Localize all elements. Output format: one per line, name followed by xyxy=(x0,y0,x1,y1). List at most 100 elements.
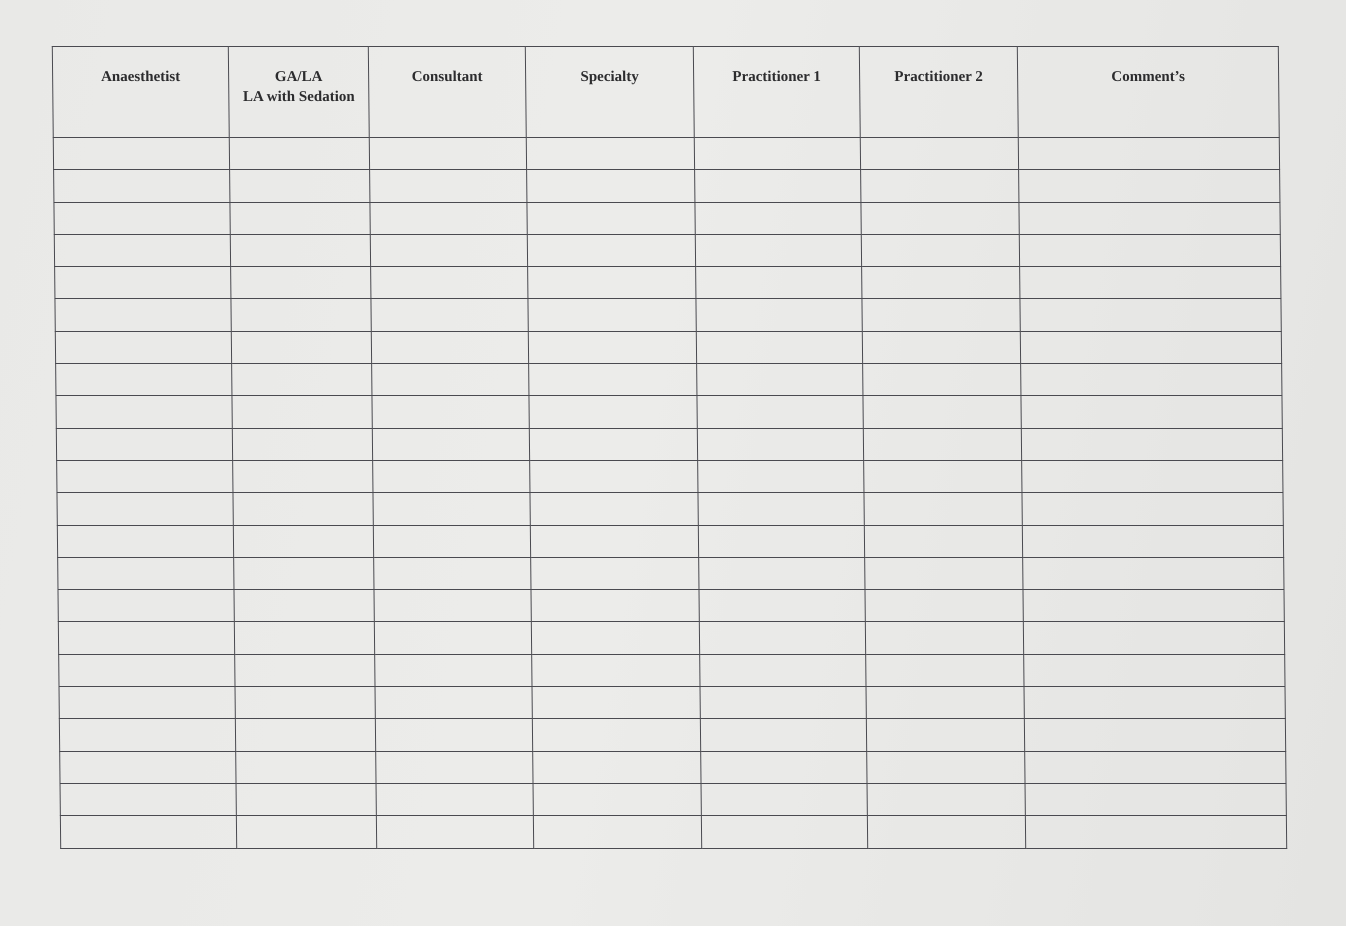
cell-practitioner-1 xyxy=(695,298,863,332)
cell-anaesthetist xyxy=(57,525,234,558)
cell-consultant xyxy=(375,718,533,752)
cell-anaesthetist xyxy=(60,815,237,849)
cell-practitioner-2 xyxy=(864,557,1023,590)
cell-practitioner-2 xyxy=(862,363,1021,396)
cell-anaesthetist xyxy=(57,557,234,590)
table-row xyxy=(59,686,1286,719)
table-row xyxy=(56,428,1283,461)
cell-consultant xyxy=(369,169,527,203)
cell-specialty xyxy=(526,169,695,203)
cell-anaesthetist xyxy=(54,234,231,267)
cell-consultant xyxy=(369,202,528,235)
header-specialty: Specialty xyxy=(525,46,695,138)
cell-practitioner-2 xyxy=(866,751,1026,784)
cell-consultant xyxy=(372,460,530,493)
cell-practitioner-2 xyxy=(866,686,1025,719)
cell-specialty xyxy=(530,525,699,558)
cell-ga-la xyxy=(233,557,374,590)
cell-consultant xyxy=(374,654,533,687)
cell-consultant xyxy=(373,525,531,558)
cell-practitioner-1 xyxy=(698,589,866,622)
table-row xyxy=(59,751,1287,784)
cell-consultant xyxy=(370,298,529,332)
cell-ga-la xyxy=(229,137,370,170)
cell-specialty xyxy=(533,783,702,816)
cell-anaesthetist xyxy=(56,460,233,493)
cell-practitioner-2 xyxy=(864,525,1023,558)
cell-consultant xyxy=(374,621,532,655)
cell-anaesthetist xyxy=(57,589,235,622)
table-row xyxy=(53,202,1281,235)
header-anaesthetist: Anaesthetist xyxy=(52,46,230,138)
cell-ga-la xyxy=(231,363,372,396)
cell-practitioner-2 xyxy=(863,460,1022,493)
cell-practitioner-1 xyxy=(701,815,868,849)
cell-specialty xyxy=(533,815,702,849)
cell-practitioner-2 xyxy=(862,395,1022,429)
cell-practitioner-2 xyxy=(867,815,1026,849)
cell-practitioner-1 xyxy=(699,654,867,687)
cell-anaesthetist xyxy=(55,331,232,364)
cell-practitioner-2 xyxy=(860,169,1019,203)
cell-comments xyxy=(1022,525,1284,558)
cell-practitioner-1 xyxy=(696,331,863,364)
cell-ga-la xyxy=(235,718,376,752)
cell-anaesthetist xyxy=(53,202,231,235)
cell-consultant xyxy=(372,492,531,526)
cell-comments xyxy=(1021,460,1283,493)
cell-comments xyxy=(1020,395,1283,429)
cell-comments xyxy=(1018,137,1280,170)
cell-specialty xyxy=(527,266,696,299)
table-row xyxy=(56,492,1284,526)
cell-practitioner-2 xyxy=(862,331,1021,364)
cell-consultant xyxy=(370,234,528,267)
table-row xyxy=(55,363,1282,396)
cell-ga-la xyxy=(230,266,371,299)
cell-anaesthetist xyxy=(55,363,232,396)
cell-consultant xyxy=(373,589,532,622)
cell-specialty xyxy=(529,428,698,461)
cell-comments xyxy=(1019,298,1282,332)
cell-practitioner-2 xyxy=(863,428,1022,461)
cell-specialty xyxy=(528,395,698,429)
cell-anaesthetist xyxy=(59,718,236,752)
cell-ga-la xyxy=(235,686,376,719)
cell-comments xyxy=(1022,557,1284,590)
cell-specialty xyxy=(531,654,701,687)
cell-comments xyxy=(1024,718,1286,752)
header-comments: Comment’s xyxy=(1017,46,1280,138)
cell-anaesthetist xyxy=(59,751,237,784)
table-row xyxy=(53,137,1280,170)
cell-practitioner-1 xyxy=(700,718,867,752)
cell-anaesthetist xyxy=(54,266,231,299)
header-ga-la: GA/LA LA with Sedation xyxy=(228,46,370,138)
cell-consultant xyxy=(370,266,528,299)
cell-practitioner-2 xyxy=(865,621,1024,655)
cell-specialty xyxy=(527,298,697,332)
cell-ga-la xyxy=(236,815,377,849)
cell-practitioner-2 xyxy=(861,266,1020,299)
cell-consultant xyxy=(371,395,530,429)
cell-practitioner-1 xyxy=(697,428,864,461)
cell-specialty xyxy=(529,460,698,493)
table-row xyxy=(60,783,1287,816)
table-row xyxy=(55,395,1283,429)
anaesthetic-log-table: Anaesthetist GA/LA LA with Sedation Cons… xyxy=(52,46,1287,849)
cell-practitioner-1 xyxy=(696,363,863,396)
cell-comments xyxy=(1019,266,1281,299)
cell-practitioner-2 xyxy=(861,234,1020,267)
cell-ga-la xyxy=(233,525,374,558)
cell-practitioner-2 xyxy=(861,298,1021,332)
table-row xyxy=(57,557,1284,590)
cell-practitioner-2 xyxy=(863,492,1023,526)
table-row xyxy=(60,815,1287,849)
cell-specialty xyxy=(528,331,697,364)
header-consultant: Consultant xyxy=(368,46,527,138)
cell-practitioner-1 xyxy=(700,686,867,719)
cell-practitioner-2 xyxy=(865,654,1025,687)
cell-ga-la xyxy=(233,589,375,622)
cell-comments xyxy=(1020,331,1282,364)
table-body xyxy=(53,137,1287,849)
cell-anaesthetist xyxy=(53,169,230,203)
